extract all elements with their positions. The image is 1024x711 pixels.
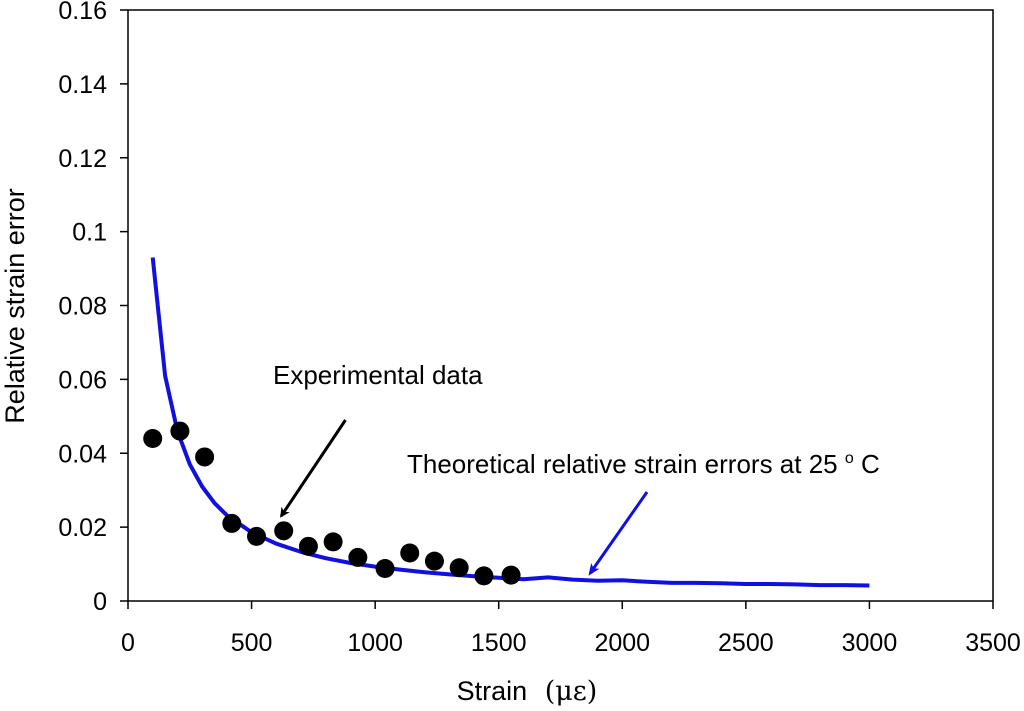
y-tick-label: 0.12 [58,145,107,173]
theoretical-label: Theoretical relative strain errors at 25… [407,439,880,479]
x-axis-title: Strain (με) [457,676,598,707]
x-tick-label: 500 [231,629,273,657]
x-tick-label: 2500 [718,629,774,657]
theoretical-arrow [588,491,649,576]
y-tick-label: 0.14 [58,71,107,99]
experimental-point [247,526,267,546]
experimental-data-arrow [279,419,347,518]
experimental-point [143,428,163,448]
experimental-series [143,421,521,586]
experimental-point [375,558,395,578]
experimental-point [501,565,521,585]
experimental-point [348,547,368,567]
experimental-data-label: Experimental data [273,360,483,390]
theoretical-line [150,257,870,588]
experimental-point [424,551,444,571]
x-axis-title-text: Strain [457,676,528,706]
plot-area-frame [127,9,994,602]
y-axis-ticks: 0 0.02 0.04 0.06 0.08 0.1 0.12 0.14 0.16 [58,0,128,616]
x-tick-label: 1000 [347,629,403,657]
experimental-point [449,558,469,578]
theoretical-series [150,257,870,588]
theoretical-label-sup: o [845,450,854,467]
experimental-point [274,521,294,541]
theoretical-label-end: C [861,449,880,479]
x-tick-label: 0 [121,629,135,657]
experimental-point [170,421,190,441]
experimental-point [195,447,215,467]
x-tick-label: 2000 [594,629,650,657]
x-tick-label: 3500 [965,629,1021,657]
y-tick-label: 0.04 [58,440,107,468]
x-axis-title-unit: (με) [545,676,598,707]
theoretical-label-main: Theoretical relative strain errors at 25 [407,449,838,479]
x-tick-label: 1500 [471,629,527,657]
y-tick-label: 0.06 [58,366,107,394]
y-tick-label: 0.02 [58,514,107,542]
y-axis-title: Relative strain error [0,188,30,424]
x-axis-ticks: 0 500 1000 1500 2000 2500 3000 3500 [121,601,1021,657]
x-tick-label: 3000 [842,629,898,657]
experimental-point [400,543,420,563]
y-tick-label: 0 [93,588,107,616]
y-tick-label: 0.1 [72,219,107,247]
y-tick-label: 0.16 [58,0,107,25]
experimental-point [298,536,318,556]
experimental-point [323,532,343,552]
experimental-point [222,513,242,533]
y-tick-label: 0.08 [58,293,107,321]
experimental-point [474,566,494,586]
